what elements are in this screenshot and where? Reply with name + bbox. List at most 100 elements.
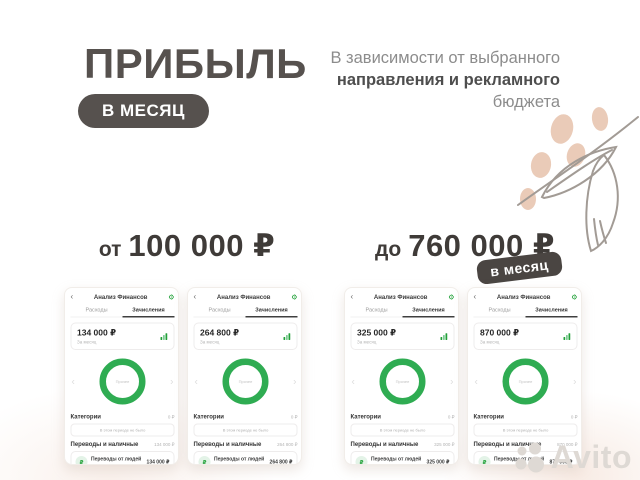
tab-bar: Расходы Зачисления <box>193 305 298 318</box>
empty-state-card: В этом периоде не было <box>350 423 455 437</box>
app-title: Анализ Финансов <box>216 293 271 301</box>
total-amount-card: 325 000 ₽ За месяц <box>350 322 455 350</box>
empty-state-card: В этом периоде не было <box>70 423 175 437</box>
categories-section-header: Категории 0 ₽ <box>351 413 455 420</box>
app-header: ‹ Анализ Финансов ⚙ <box>474 293 578 301</box>
empty-state-text: В этом периоде не было <box>99 427 146 433</box>
subtitle-text: В зависимости от выбранного направления … <box>330 47 560 113</box>
tab-bar: Расходы Зачисления <box>473 305 578 318</box>
ruble-transfer-icon: ₽ <box>75 456 88 464</box>
transfer-row-subtitle: операции <box>494 463 548 464</box>
gear-icon[interactable]: ⚙ <box>291 293 298 301</box>
total-amount-card: 264 800 ₽ За месяц <box>193 322 298 350</box>
categories-section-header: Категории 0 ₽ <box>194 413 298 420</box>
transfer-row-text: Переводы от людей операции <box>214 456 268 465</box>
chevron-right-icon[interactable]: › <box>573 376 577 387</box>
transfer-row-subtitle: операции <box>214 463 268 464</box>
price-to-prefix: до <box>375 238 402 261</box>
per-month-badge: В МЕСЯЦ <box>78 94 209 128</box>
transfer-row[interactable]: ₽ Переводы от людей операции 134 000 ₽ <box>70 451 175 465</box>
categories-label: Категории <box>473 413 504 420</box>
categories-label: Категории <box>350 413 381 420</box>
cacao-sketch-decoration <box>517 107 639 253</box>
tab-income[interactable]: Зачисления <box>122 305 175 318</box>
transfer-row-amount: 870 000 ₽ <box>549 459 573 465</box>
gear-icon[interactable]: ⚙ <box>168 293 175 301</box>
transfer-row-amount: 134 000 ₽ <box>146 459 170 465</box>
subtitle-line-3: бюджета <box>492 93 560 111</box>
donut-center-label: Прочее <box>395 379 410 384</box>
chevron-right-icon[interactable]: › <box>293 376 297 387</box>
donut-chart: Прочее <box>502 358 549 405</box>
app-title: Анализ Финансов <box>496 293 551 301</box>
categories-label: Категории <box>70 413 101 420</box>
transfer-row-title: Переводы от людей <box>214 456 265 463</box>
tab-income[interactable]: Зачисления <box>525 305 578 318</box>
tab-expenses[interactable]: Расходы <box>488 307 511 313</box>
subtitle-line-1: В зависимости от выбранного <box>330 49 560 67</box>
transfers-section-header: Переводы и наличные 134 000 ₽ <box>71 441 175 448</box>
back-icon[interactable]: ‹ <box>70 292 74 301</box>
donut-carousel: ‹ Прочее › <box>71 354 175 409</box>
transfer-row-title: Переводы от людей <box>371 456 422 463</box>
categories-section-header: Категории 0 ₽ <box>474 413 578 420</box>
phone-mockup: ‹ Анализ Финансов ⚙ Расходы Зачисления 2… <box>187 287 302 465</box>
chevron-left-icon[interactable]: ‹ <box>474 376 478 387</box>
donut-chart: Прочее <box>379 358 426 405</box>
tab-income[interactable]: Зачисления <box>245 305 298 318</box>
chevron-left-icon[interactable]: ‹ <box>71 376 75 387</box>
chevron-right-icon[interactable]: › <box>450 376 454 387</box>
gear-icon[interactable]: ⚙ <box>448 293 455 301</box>
back-icon[interactable]: ‹ <box>350 292 354 301</box>
tab-bar: Расходы Зачисления <box>350 305 455 318</box>
total-amount-card: 134 000 ₽ За месяц <box>70 322 175 350</box>
subtitle-line-2: направления и рекламного <box>336 71 560 89</box>
transfers-section-header: Переводы и наличные 325 000 ₽ <box>351 441 455 448</box>
chevron-right-icon[interactable]: › <box>170 376 174 387</box>
app-header: ‹ Анализ Финансов ⚙ <box>351 293 455 301</box>
transfer-row-text: Переводы от людей операции <box>371 456 425 465</box>
bar-chart-icon <box>440 333 448 340</box>
empty-state-card: В этом периоде не было <box>193 423 298 437</box>
chevron-left-icon[interactable]: ‹ <box>194 376 198 387</box>
transfers-section-header: Переводы и наличные 264 800 ₽ <box>194 441 298 448</box>
amount-block: 325 000 ₽ За месяц <box>357 328 396 345</box>
transfer-row[interactable]: ₽ Переводы от людей операции 325 000 ₽ <box>350 451 455 465</box>
bar-chart-icon <box>160 333 168 340</box>
transfers-total: 264 800 ₽ <box>277 442 298 447</box>
transfers-total: 870 000 ₽ <box>557 442 578 447</box>
app-header: ‹ Анализ Финансов ⚙ <box>194 293 298 301</box>
transfer-row-subtitle: операции <box>371 463 425 464</box>
phone-mockup: ‹ Анализ Финансов ⚙ Расходы Зачисления 1… <box>64 287 179 465</box>
donut-carousel: ‹ Прочее › <box>474 354 578 409</box>
gear-icon[interactable]: ⚙ <box>571 293 578 301</box>
ruble-transfer-icon: ₽ <box>478 456 491 464</box>
empty-state-card: В этом периоде не было <box>473 423 578 437</box>
page-title: ПРИБЫЛЬ <box>84 40 307 87</box>
ruble-transfer-icon: ₽ <box>355 456 368 464</box>
categories-value: 0 ₽ <box>290 414 298 420</box>
chevron-left-icon[interactable]: ‹ <box>351 376 355 387</box>
empty-state-text: В этом периоде не было <box>502 427 549 433</box>
transfer-row[interactable]: ₽ Переводы от людей операции 264 800 ₽ <box>193 451 298 465</box>
donut-center-label: Прочее <box>238 379 253 384</box>
transfer-row-title: Переводы от людей <box>91 456 142 463</box>
period-label: За месяц <box>200 339 220 345</box>
back-icon[interactable]: ‹ <box>193 292 197 301</box>
amount-block: 264 800 ₽ За месяц <box>200 328 239 345</box>
transfers-label: Переводы и наличные <box>473 440 542 448</box>
tab-expenses[interactable]: Расходы <box>208 307 231 313</box>
tab-expenses[interactable]: Расходы <box>85 307 108 313</box>
categories-section-header: Категории 0 ₽ <box>71 413 175 420</box>
app-title: Анализ Финансов <box>373 293 428 301</box>
donut-carousel: ‹ Прочее › <box>351 354 455 409</box>
transfer-row-subtitle: операции <box>91 463 145 464</box>
app-header: ‹ Анализ Финансов ⚙ <box>71 293 175 301</box>
tab-income[interactable]: Зачисления <box>402 305 455 318</box>
ruble-transfer-icon: ₽ <box>198 456 211 464</box>
tab-expenses[interactable]: Расходы <box>365 307 388 313</box>
back-icon[interactable]: ‹ <box>473 292 477 301</box>
donut-center-label: Прочее <box>518 379 533 384</box>
phone-mockup: ‹ Анализ Финансов ⚙ Расходы Зачисления 3… <box>344 287 459 465</box>
period-label: За месяц <box>77 339 97 345</box>
